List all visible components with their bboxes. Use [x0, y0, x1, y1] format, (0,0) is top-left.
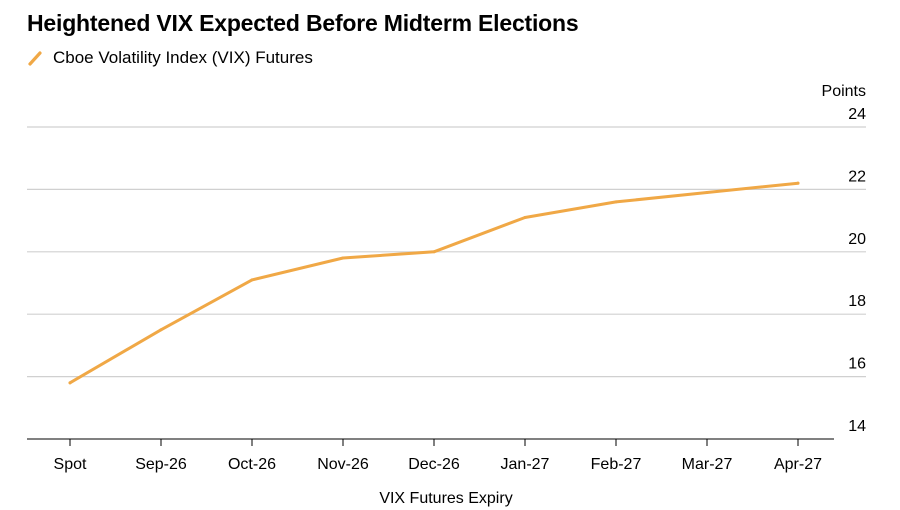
x-tick-labels: Spot Sep-26 Oct-26 Nov-26 Dec-26 Jan-27 Feb-27… [54, 456, 823, 473]
x-tick-label: Spot [54, 456, 87, 473]
data-point [614, 200, 618, 204]
x-tick-label: Apr-27 [774, 456, 822, 473]
data-point [341, 256, 345, 260]
x-axis [27, 438, 834, 446]
x-tick-label: Dec-26 [408, 456, 460, 473]
data-point [796, 181, 800, 185]
x-tick-label: Jan-27 [501, 456, 550, 473]
data-point [159, 328, 163, 332]
data-point [250, 278, 254, 282]
x-axis-title: VIX Futures Expiry [379, 490, 512, 507]
y-tick-label: 14 [848, 418, 866, 435]
series-lines [68, 181, 800, 385]
y-tick-label: 24 [848, 106, 866, 123]
data-point [705, 191, 709, 195]
y-tick-label: 22 [848, 168, 866, 185]
series-line-0 [68, 181, 800, 385]
legend-swatch [27, 50, 43, 66]
legend-label: Cboe Volatility Index (VIX) Futures [53, 48, 313, 67]
y-axis-title: Points [822, 83, 866, 100]
y-tick-label: 18 [848, 293, 866, 310]
x-tick-label: Sep-26 [135, 456, 187, 473]
gridlines [27, 126, 866, 378]
y-tick-label: 16 [848, 356, 866, 373]
data-point [432, 250, 436, 254]
chart-title: Heightened VIX Expected Before Midterm E… [27, 10, 579, 36]
x-tick-label: Oct-26 [228, 456, 276, 473]
y-axis: 14 16 18 20 22 24 [848, 106, 866, 435]
x-tick-label: Feb-27 [591, 456, 642, 473]
x-tick-label: Nov-26 [317, 456, 369, 473]
legend: Cboe Volatility Index (VIX) Futures [27, 48, 313, 68]
y-tick-label: 20 [848, 231, 866, 248]
x-tick-label: Mar-27 [682, 456, 733, 473]
data-point [68, 381, 72, 385]
data-point [523, 215, 527, 219]
